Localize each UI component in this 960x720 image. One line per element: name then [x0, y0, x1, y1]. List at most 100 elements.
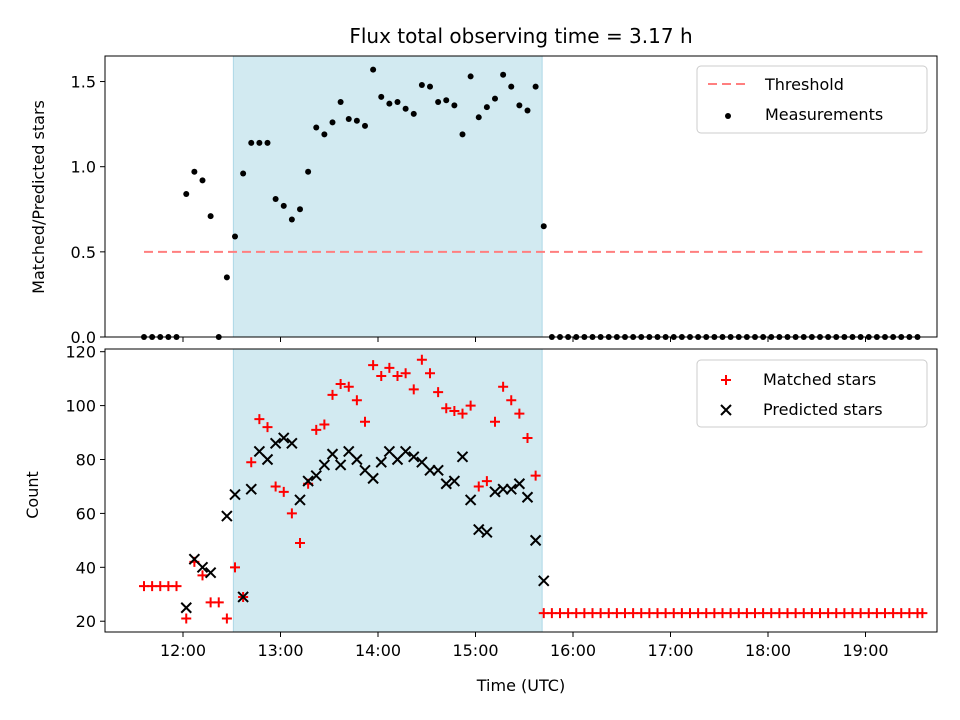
predicted-star-point	[180, 602, 192, 614]
measurement-point	[378, 93, 385, 100]
top-panel: 0.0 0.5 1.0 1.5 Threshold Measurements	[71, 55, 938, 347]
predicted-star-point	[481, 526, 493, 538]
matched-star-point	[335, 379, 346, 390]
measurement-point	[223, 274, 230, 281]
predicted-star-point	[538, 575, 550, 587]
predicted-star-point	[473, 523, 485, 536]
matched-star-point	[433, 387, 444, 398]
matched-star-point	[181, 613, 192, 624]
x-tick-label: 15:00	[452, 641, 498, 660]
predicted-star-point	[334, 459, 347, 471]
matched-star-point	[498, 381, 509, 392]
predicted-star-point	[221, 510, 233, 522]
bottom-y-tick-label: 80	[76, 451, 96, 470]
measurement-point	[272, 196, 279, 203]
predicted-star-point	[245, 483, 257, 495]
matched-star-point	[416, 354, 427, 365]
matched-star-point	[197, 570, 208, 581]
predicted-star-point	[521, 491, 534, 503]
predicted-star-point	[204, 566, 217, 579]
measurement-point	[492, 95, 498, 102]
measurement-point	[199, 177, 206, 184]
measurement-point	[345, 116, 352, 123]
bottom-y-axis-label: Count	[23, 471, 42, 519]
matched-star-point	[327, 389, 338, 400]
measurement-point	[248, 139, 255, 146]
matched-star-point	[295, 538, 305, 549]
measurement-point	[362, 122, 368, 129]
x-tick-label: 13:00	[257, 641, 303, 660]
predicted-star-point	[367, 472, 379, 485]
matched-star-point	[319, 419, 330, 430]
predicted-star-point	[456, 451, 469, 463]
matched-star-point	[481, 476, 492, 487]
measurement-point	[443, 97, 450, 104]
measurement-point	[451, 102, 458, 109]
measurement-point	[394, 98, 401, 105]
bottom-panel: 20 40 60 80 100 120 12:00 13:00 14:00 15:00 16:00 1…	[65, 343, 938, 660]
threshold-legend-label: Threshold	[764, 75, 844, 94]
predicted-legend-label: Predicted stars	[763, 400, 883, 419]
measurement-point	[508, 83, 515, 90]
predicted-star-point	[261, 453, 274, 466]
matched-star-point	[384, 362, 395, 373]
measurement-point	[337, 98, 344, 105]
predicted-star-point	[326, 448, 339, 460]
matched-star-point	[351, 395, 362, 406]
measurement-point	[467, 73, 474, 80]
measurement-point	[475, 114, 482, 121]
measurement-point	[280, 202, 287, 209]
measurement-point	[524, 107, 531, 114]
bottom-y-tick-label: 100	[65, 397, 96, 416]
chart-title: Flux total observing time = 3.17 h	[349, 24, 692, 48]
bottom-y-tick-label: 120	[65, 343, 96, 362]
matched-star-point	[490, 416, 500, 427]
measurement-point	[305, 168, 312, 175]
matched-legend-swatch	[721, 375, 731, 385]
predicted-star-point	[448, 475, 461, 487]
matched-star-point	[278, 486, 289, 497]
predicted-star-point	[229, 488, 241, 501]
matched-star-point	[286, 508, 297, 519]
predicted-star-point	[440, 478, 452, 490]
predicted-star-point	[464, 494, 477, 506]
measurement-point	[483, 104, 490, 111]
measurement-point	[386, 100, 393, 107]
bottom-y-tick-label: 20	[76, 612, 96, 631]
bottom-observing-window	[232, 348, 543, 633]
predicted-star-point	[196, 561, 209, 574]
matched-star-point	[473, 481, 484, 492]
matched-star-point	[441, 403, 452, 414]
matched-star-point	[221, 613, 232, 624]
predicted-star-point	[497, 483, 509, 495]
measurement-point	[516, 102, 523, 109]
measurement-point	[370, 66, 377, 73]
predicted-star-point	[513, 478, 526, 490]
top-y-tick-label: 1.5	[71, 73, 96, 92]
predicted-star-point	[318, 459, 331, 471]
matched-star-point	[311, 424, 322, 435]
measurement-point	[321, 131, 328, 138]
matched-star-point	[230, 562, 240, 573]
matched-star-point	[400, 368, 411, 379]
top-legend: Threshold Measurements	[696, 65, 928, 134]
predicted-star-point	[294, 494, 306, 506]
measurement-point	[532, 83, 539, 90]
bottom-legend: Matched stars Predicted stars	[696, 359, 928, 428]
measurement-point	[191, 168, 198, 175]
predicted-star-point	[302, 475, 314, 487]
measurement-point	[297, 206, 303, 213]
matched-star-point	[917, 608, 928, 619]
predicted-star-point	[529, 534, 542, 547]
matched-star-point	[408, 384, 419, 395]
measurement-point	[288, 216, 295, 223]
predicted-star-point	[424, 464, 436, 476]
predicted-star-point	[286, 437, 298, 450]
measurement-point	[410, 110, 417, 117]
matched-star-point	[343, 381, 354, 392]
measurement-point	[313, 124, 320, 131]
matched-star-point	[506, 395, 517, 406]
predicted-star-point	[432, 464, 444, 476]
predicted-star-point	[408, 451, 420, 463]
matched-star-point	[392, 370, 403, 381]
